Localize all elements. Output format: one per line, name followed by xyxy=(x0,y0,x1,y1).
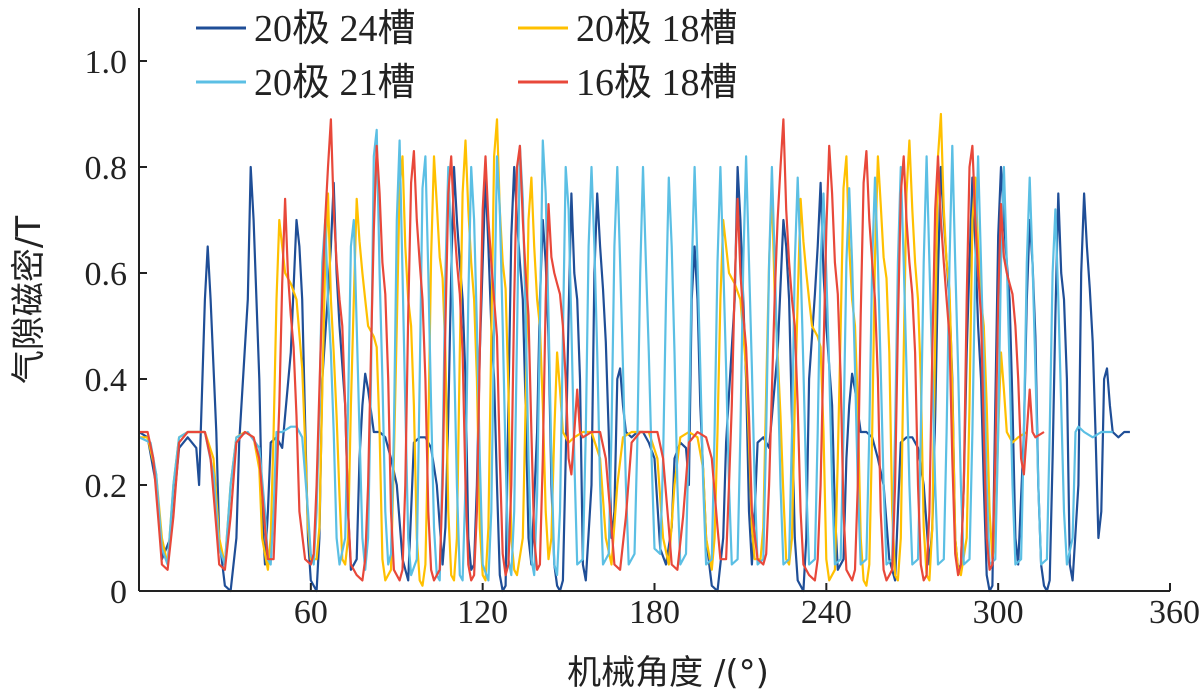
y-axis-title: 气隙磁密/T xyxy=(9,216,49,384)
legend-label: 20极 18槽 xyxy=(576,8,738,50)
legend-label: 20极 24槽 xyxy=(254,8,416,50)
x-tick-label: 360 xyxy=(1149,594,1200,631)
series-line-3 xyxy=(138,128,1113,582)
y-tick-label: 0 xyxy=(110,574,127,611)
y-tick-label: 0.8 xyxy=(85,150,128,187)
series-layer xyxy=(138,112,1130,593)
y-tick-label: 1.0 xyxy=(85,44,128,81)
series-line-4 xyxy=(139,118,1045,582)
x-axis-title: 机械角度 /(°) xyxy=(567,653,769,693)
legend: 20极 24槽 20极 21槽 20极 18槽 16极 18槽 xyxy=(196,8,738,104)
y-tick-label: 0.6 xyxy=(85,256,128,293)
legend-label: 20极 21槽 xyxy=(254,62,416,104)
x-tick-label: 60 xyxy=(294,594,328,631)
x-tick-label: 240 xyxy=(801,594,852,631)
y-tick-label: 0.4 xyxy=(85,362,128,399)
tick-layer: 60 120 180 240 300 360 0 0.2 0.4 0.6 0.8 1.0 xyxy=(85,44,1200,631)
x-tick-label: 180 xyxy=(629,594,680,631)
series-line-2 xyxy=(139,112,1028,587)
x-tick-label: 300 xyxy=(973,594,1024,631)
y-tick-label: 0.2 xyxy=(85,468,128,505)
legend-label: 16极 18槽 xyxy=(576,62,738,104)
x-tick-label: 120 xyxy=(457,594,508,631)
